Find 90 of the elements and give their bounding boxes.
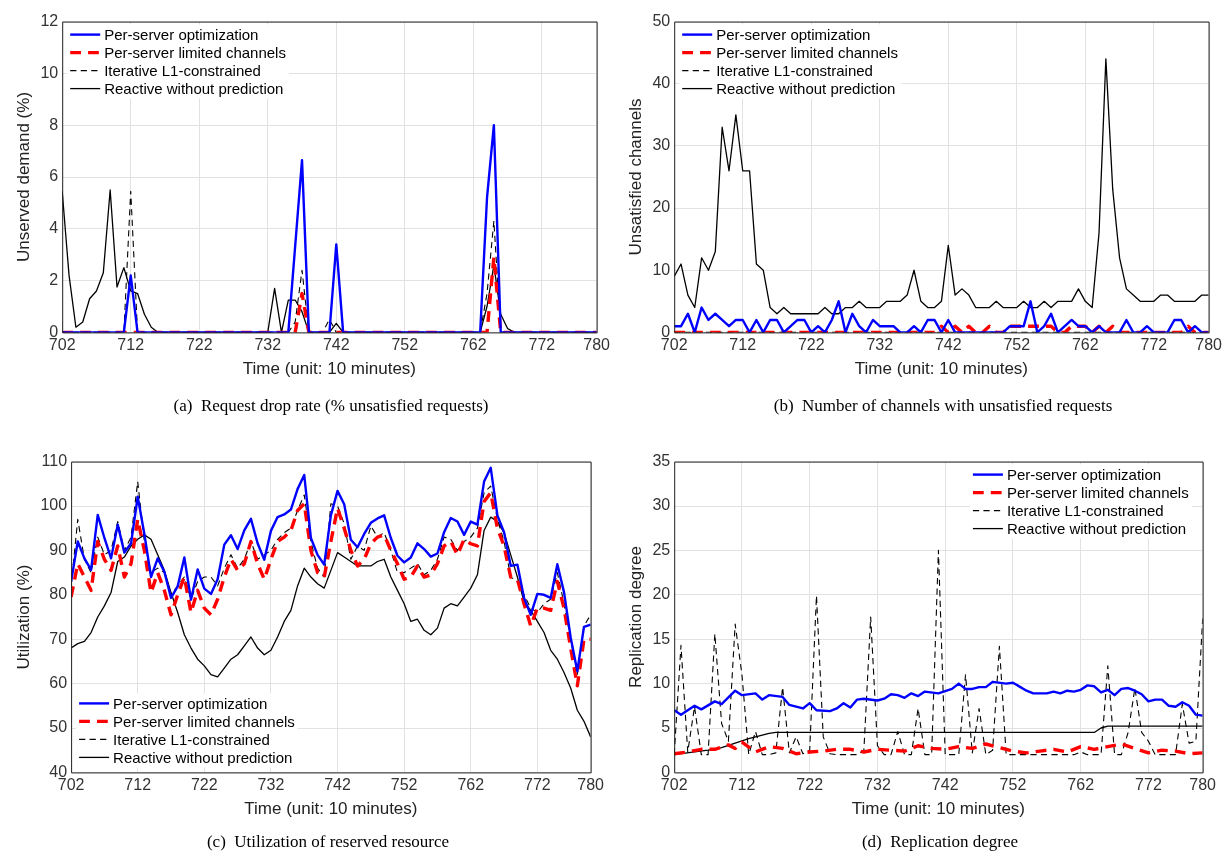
y-tick-label: 80: [49, 585, 68, 603]
legend-label: Reactive without prediction: [716, 79, 896, 97]
x-tick-label: 772: [528, 336, 556, 354]
legend-label: Per-server limited channels: [1006, 483, 1189, 501]
y-tick-label: 90: [49, 540, 68, 558]
x-tick-label: 732: [864, 776, 891, 794]
y-tick-label: 70: [49, 629, 68, 647]
x-tick-label: 762: [1067, 776, 1095, 794]
x-tick-label: 722: [185, 336, 213, 354]
x-tick-label: 722: [797, 336, 825, 354]
x-tick-label: 732: [866, 336, 894, 354]
x-tick-label: 780: [583, 336, 611, 354]
y-tick-label: 60: [49, 674, 68, 692]
y-tick-label: 100: [40, 496, 68, 514]
x-axis-title: Time (unit: 10 minutes): [242, 359, 417, 379]
x-tick-label: 702: [660, 776, 688, 794]
x-tick-label: 712: [728, 776, 756, 794]
y-tick-label: 20: [652, 198, 671, 216]
y-axis-title: Utilization (%): [13, 564, 33, 670]
y-tick-label: 30: [652, 136, 671, 154]
text: (d) Replication degree: [860, 832, 1020, 852]
x-tick-label: 752: [1003, 336, 1031, 354]
y-tick-label: 50: [49, 718, 68, 736]
y-tick-label: 4: [49, 219, 59, 237]
x-tick-label: 780: [577, 776, 605, 794]
y-tick-label: 40: [652, 74, 671, 92]
line-series: [674, 740, 1203, 756]
x-tick-label: 712: [117, 336, 145, 354]
y-tick-label: 2: [49, 271, 59, 289]
x-tick-label: 772: [524, 776, 551, 794]
legend-label: Per-server limited channels: [104, 43, 286, 61]
x-tick-label: 762: [1071, 336, 1099, 354]
x-tick-label: 780: [1195, 336, 1223, 354]
y-tick-label: 10: [652, 260, 671, 278]
x-tick-label: 752: [391, 336, 419, 354]
x-tick-label: 762: [457, 776, 485, 794]
legend-label: Per-server optimization: [716, 25, 871, 43]
x-tick-label: 772: [1140, 336, 1168, 354]
x-axis-title: Time (unit: 10 minutes): [244, 799, 418, 819]
x-tick-label: 780: [1189, 776, 1217, 794]
x-tick-label: 702: [57, 776, 85, 794]
x-tick-label: 732: [254, 336, 282, 354]
y-tick-label: 15: [652, 629, 671, 647]
text: (a) Request drop rate (% unsatisfied requests): [172, 396, 490, 416]
legend-label: Per-server optimization: [1006, 465, 1162, 483]
legend-label: Reactive without prediction: [1006, 519, 1187, 537]
x-tick-label: 712: [124, 776, 152, 794]
legend-label: Iterative L1-constrained: [716, 61, 873, 79]
text: (c) Utilization of reserved resource: [205, 832, 451, 852]
x-tick-label: 742: [322, 336, 350, 354]
x-tick-label: 722: [190, 776, 218, 794]
x-tick-label: 772: [1135, 776, 1162, 794]
legend-label: Iterative L1-constrained: [1006, 501, 1164, 519]
x-axis-title: Time (unit: 10 minutes): [854, 359, 1029, 379]
legend-label: Per-server limited channels: [113, 712, 295, 730]
y-tick-label: 110: [41, 452, 68, 470]
y-tick-label: 10: [652, 674, 671, 692]
x-tick-label: 752: [390, 776, 418, 794]
y-tick-label: 6: [49, 167, 59, 185]
y-axis-title: Unserved demand (%): [13, 91, 33, 263]
y-tick-label: 30: [652, 496, 671, 514]
x-tick-label: 722: [796, 776, 824, 794]
y-tick-label: 12: [40, 12, 59, 30]
x-tick-label: 742: [934, 336, 962, 354]
x-tick-label: 742: [931, 776, 959, 794]
legend-label: Iterative L1-constrained: [104, 61, 261, 79]
y-axis-title: Replication degree: [625, 546, 645, 688]
y-tick-label: 20: [652, 585, 671, 603]
legend-label: Reactive without prediction: [104, 79, 284, 97]
x-tick-label: 702: [660, 336, 688, 354]
text: (b) Number of channels with unsatisfied requests: [772, 396, 1114, 416]
legend-label: Per-server optimization: [104, 25, 259, 43]
y-tick-label: 25: [652, 540, 671, 558]
x-axis-title: Time (unit: 10 minutes): [851, 799, 1026, 819]
legend-label: Per-server limited channels: [716, 43, 898, 61]
y-tick-label: 5: [661, 718, 671, 736]
x-tick-label: 762: [459, 336, 487, 354]
y-tick-label: 10: [40, 63, 59, 81]
x-tick-label: 702: [48, 336, 76, 354]
y-axis-title: Unsatisfied channels: [625, 98, 645, 256]
y-tick-label: 8: [49, 115, 59, 133]
x-tick-label: 732: [257, 776, 285, 794]
y-tick-label: 35: [652, 452, 671, 470]
legend-label: Reactive without prediction: [113, 748, 293, 766]
legend-label: Iterative L1-constrained: [113, 730, 270, 748]
legend-label: Per-server optimization: [113, 694, 268, 712]
y-tick-label: 50: [652, 12, 671, 30]
x-tick-label: 752: [999, 776, 1027, 794]
x-tick-label: 712: [729, 336, 757, 354]
x-tick-label: 742: [324, 776, 351, 794]
